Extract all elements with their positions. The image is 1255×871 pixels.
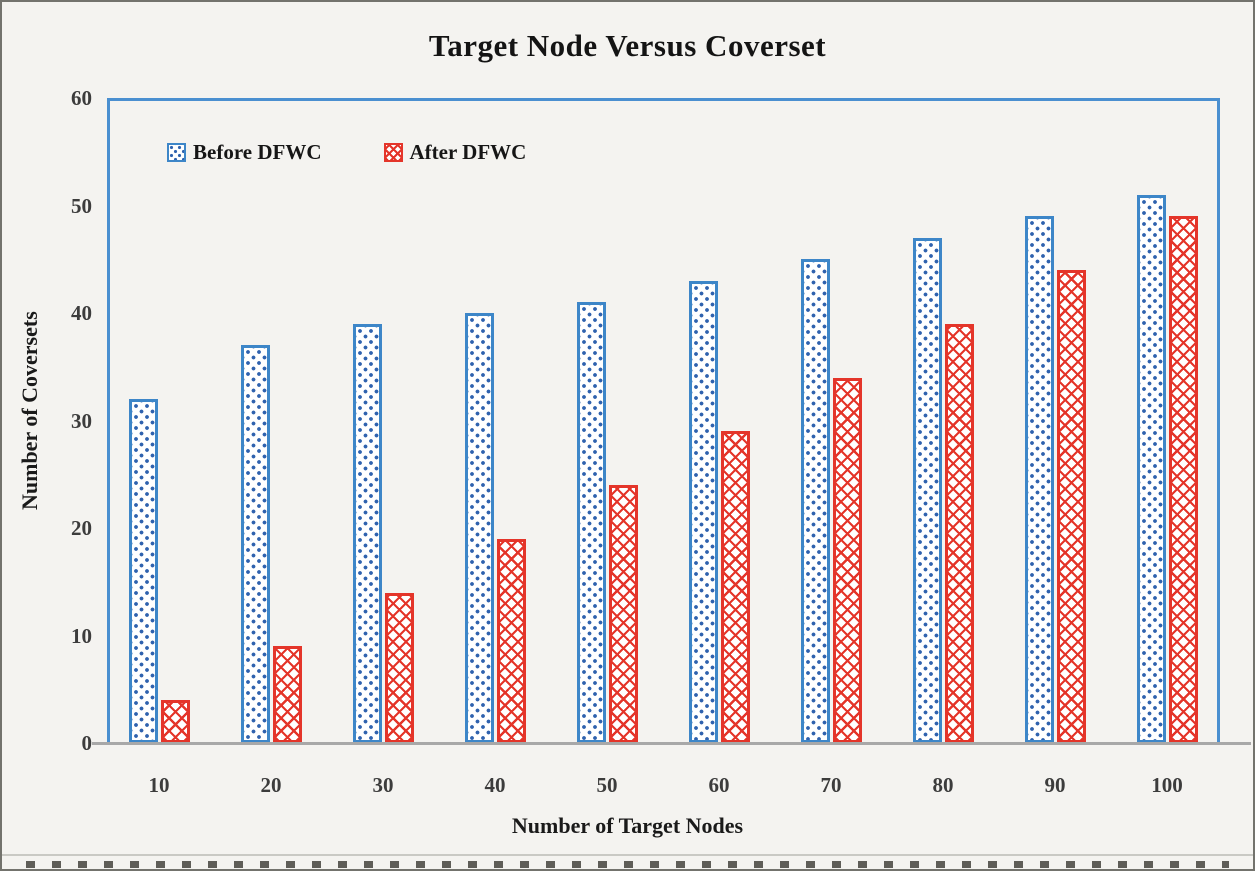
bar-before-dfwc-20 — [240, 345, 270, 743]
bar-before-dfwc-10 — [128, 399, 158, 743]
bar-after-dfwc-10 — [160, 700, 190, 743]
y-tick-label-30: 30 — [71, 408, 92, 433]
x-tick-label-50: 50 — [596, 773, 618, 797]
bar-after-dfwc-50 — [608, 485, 638, 743]
bar-before-dfwc-40 — [464, 313, 494, 743]
x-tick-label-30: 30 — [372, 773, 394, 797]
bar-after-dfwc-70 — [832, 377, 862, 743]
legend-swatch-after-dfwc-icon — [383, 143, 403, 162]
figure-bottom-hairline — [2, 854, 1253, 856]
bar-after-dfwc-20 — [272, 646, 302, 743]
bar-after-dfwc-90 — [1056, 270, 1086, 743]
legend-label-before-dfwc: Before DFWC — [193, 140, 322, 164]
chart-title: Target Node Versus Coverset — [428, 28, 827, 63]
legend-item-before-dfwc: Before DFWC — [167, 142, 322, 163]
bar-before-dfwc-100 — [1136, 194, 1166, 743]
bar-before-dfwc-90 — [1024, 216, 1054, 743]
legend-label-after-dfwc: After DFWC — [409, 140, 527, 164]
bar-after-dfwc-80 — [944, 323, 974, 743]
y-tick-label-20: 20 — [71, 516, 92, 540]
x-axis-title: Number of Target Nodes — [511, 813, 744, 838]
x-tick-label-10: 10 — [148, 773, 170, 797]
bar-before-dfwc-80 — [912, 237, 942, 743]
y-tick-label-50: 50 — [71, 193, 92, 218]
x-tick-label-70: 70 — [820, 773, 842, 797]
x-tick-label-80: 80 — [932, 773, 954, 797]
cropped-caption-artifact — [26, 861, 1229, 868]
bar-after-dfwc-100 — [1168, 216, 1198, 743]
bar-before-dfwc-60 — [688, 280, 718, 743]
bar-after-dfwc-30 — [384, 592, 414, 743]
y-tick-label-0: 0 — [81, 731, 93, 755]
bar-before-dfwc-70 — [800, 259, 830, 743]
bar-after-dfwc-60 — [720, 431, 750, 743]
y-tick-label-10: 10 — [71, 623, 92, 648]
x-axis-line — [92, 742, 1251, 745]
x-tick-label-20: 20 — [260, 773, 282, 797]
bar-before-dfwc-30 — [352, 323, 382, 743]
x-tick-label-100: 100 — [1151, 773, 1183, 797]
plot-area — [107, 98, 1220, 743]
y-tick-label-60: 60 — [71, 86, 92, 110]
legend: Before DFWC After DFWC — [167, 142, 526, 163]
bar-after-dfwc-40 — [496, 538, 526, 743]
x-tick-label-40: 40 — [484, 773, 506, 797]
legend-swatch-before-dfwc-icon — [167, 143, 186, 162]
y-tick-label-40: 40 — [71, 301, 92, 325]
legend-item-after-dfwc: After DFWC — [383, 140, 527, 164]
bar-before-dfwc-50 — [576, 302, 606, 743]
x-tick-label-90: 90 — [1044, 773, 1066, 797]
x-tick-label-60: 60 — [708, 773, 730, 797]
